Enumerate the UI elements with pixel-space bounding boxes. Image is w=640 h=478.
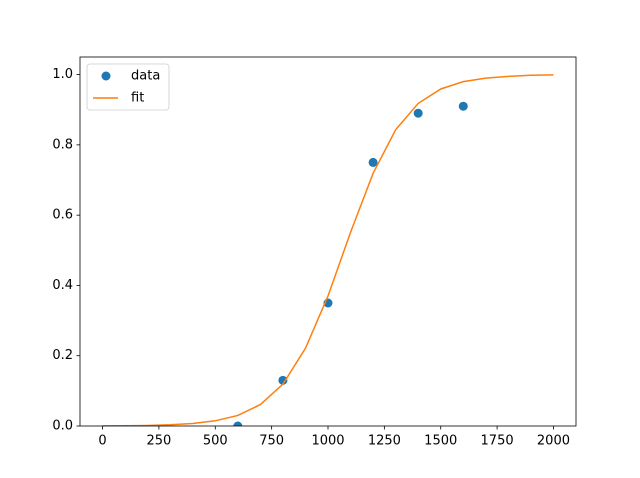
- data-point: [368, 157, 378, 167]
- x-tick-label: 1500: [424, 434, 457, 449]
- y-tick-label: 0.2: [52, 348, 73, 363]
- x-tick-label: 500: [203, 434, 228, 449]
- x-tick-label: 0: [98, 434, 106, 449]
- y-tick-label: 0.8: [52, 137, 73, 152]
- y-tick-label: 1.0: [52, 67, 73, 82]
- data-point: [278, 375, 288, 385]
- fit-line: [102, 74, 554, 426]
- data-point: [413, 108, 423, 118]
- x-tick-label: 1750: [481, 434, 514, 449]
- y-tick-label: 0.4: [52, 278, 73, 293]
- data-point: [233, 421, 243, 426]
- axes-frame: [79, 56, 577, 427]
- x-tick-label: 1000: [311, 434, 344, 449]
- x-tick-label: 750: [259, 434, 284, 449]
- plot-area: [102, 74, 554, 426]
- data-point: [458, 101, 468, 111]
- legend-label: data: [131, 69, 160, 84]
- x-tick-label: 1250: [368, 434, 401, 449]
- y-tick-label: 0.6: [52, 208, 73, 223]
- x-tick-label: 2000: [537, 434, 570, 449]
- legend-marker: [101, 71, 111, 81]
- x-tick-label: 250: [146, 434, 171, 449]
- y-tick-label: 0.0: [52, 419, 73, 434]
- legend-label: fit: [131, 91, 144, 106]
